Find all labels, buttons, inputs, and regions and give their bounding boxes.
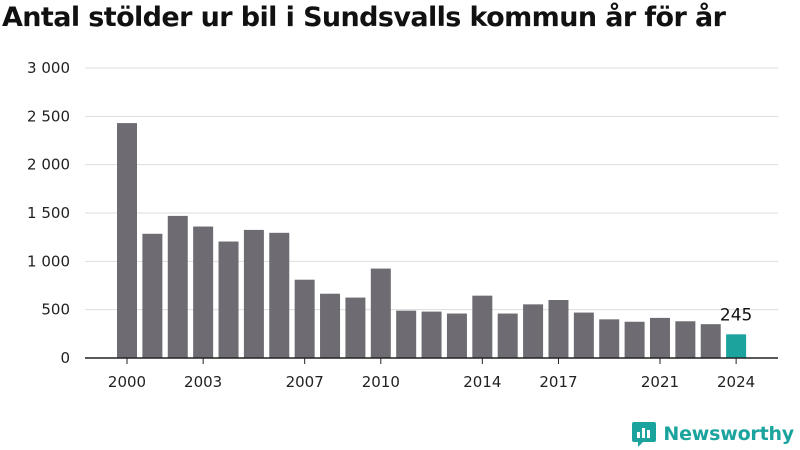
- bar-2011: [396, 310, 417, 358]
- bar-2007: [294, 279, 315, 358]
- x-tick-label: 2000: [108, 373, 146, 391]
- bar-2015: [497, 313, 518, 358]
- y-tick-label: 500: [41, 301, 70, 319]
- bar-2023: [700, 324, 721, 358]
- bar-2008: [320, 293, 341, 358]
- bar-2024: [726, 334, 747, 358]
- bar-2018: [573, 312, 594, 358]
- chart-title: Antal stölder ur bil i Sundsvalls kommun…: [2, 2, 726, 33]
- newsworthy-brand: Newsworthy: [631, 420, 794, 448]
- x-tick-label: 2007: [286, 373, 324, 391]
- bar-2006: [269, 232, 290, 358]
- y-axis-ticks: 0 500 1 000 1 500 2 000 2 500 3 000: [27, 59, 70, 367]
- newsworthy-logo-text: Newsworthy: [663, 423, 794, 445]
- x-tick-label: 2017: [539, 373, 577, 391]
- bar-2009: [345, 297, 366, 358]
- bar-2021: [649, 317, 670, 358]
- bar-2004: [218, 241, 239, 358]
- bar-2016: [523, 304, 544, 358]
- x-axis-ticks: 2000 2003 2007 2010 2014 2017 2021 2024: [108, 358, 755, 391]
- x-tick-label: 2010: [362, 373, 400, 391]
- y-tick-label: 2 500: [27, 107, 70, 125]
- bar-2020: [624, 321, 645, 358]
- bar-2002: [167, 215, 188, 358]
- bar-2012: [421, 311, 442, 358]
- bar-2010: [370, 268, 391, 358]
- gridlines: [85, 67, 778, 311]
- x-tick-label: 2014: [463, 373, 501, 391]
- bar-2022: [675, 321, 696, 358]
- y-tick-label: 0: [60, 349, 70, 367]
- data-label-2024: 245: [720, 305, 752, 325]
- bar-2014: [472, 295, 493, 358]
- y-tick-label: 1 500: [27, 204, 70, 222]
- x-tick-label: 2024: [717, 373, 755, 391]
- data-labels: 245: [720, 305, 752, 325]
- y-tick-label: 2 000: [27, 156, 70, 174]
- x-tick-label: 2021: [641, 373, 679, 391]
- x-tick-label: 2003: [184, 373, 222, 391]
- bar-2005: [243, 229, 264, 358]
- bar-2000: [117, 123, 137, 358]
- bar-2003: [193, 226, 214, 358]
- bar-2019: [599, 319, 620, 358]
- bar-2017: [548, 300, 569, 358]
- bar-2013: [446, 313, 467, 358]
- bar-2001: [142, 233, 163, 358]
- bars: [117, 123, 747, 358]
- y-tick-label: 3 000: [27, 59, 70, 77]
- newsworthy-logo-icon: [632, 422, 657, 447]
- y-tick-label: 1 000: [27, 252, 70, 270]
